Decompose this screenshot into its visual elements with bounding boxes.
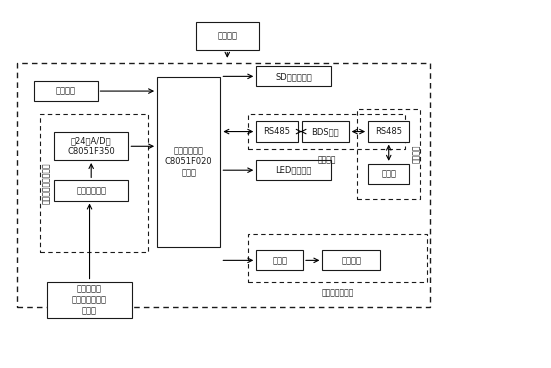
Text: 通讯模块: 通讯模块 xyxy=(412,144,420,163)
Bar xyxy=(157,77,220,247)
Text: 继电器: 继电器 xyxy=(272,256,287,265)
Text: 继电器输出模块: 继电器输出模块 xyxy=(321,288,354,297)
Bar xyxy=(196,22,259,50)
Text: BDS芯片: BDS芯片 xyxy=(311,127,339,136)
Bar xyxy=(368,121,409,142)
Text: 定位模块: 定位模块 xyxy=(317,156,336,164)
Bar xyxy=(256,121,298,142)
Text: RS485: RS485 xyxy=(263,127,290,136)
Bar xyxy=(368,164,409,184)
Bar xyxy=(256,66,331,86)
Text: 上位机: 上位机 xyxy=(381,169,396,178)
Text: 微控制器模块
C8051F020
单片机: 微控制器模块 C8051F020 单片机 xyxy=(165,146,213,177)
Text: SD卡存储模块: SD卡存储模块 xyxy=(275,72,312,81)
Text: RS485: RS485 xyxy=(375,127,402,136)
Bar xyxy=(248,114,405,149)
Bar xyxy=(302,121,349,142)
Text: 各路传感器
（模拟信号采集
模块）: 各路传感器 （模拟信号采集 模块） xyxy=(72,284,107,315)
Bar xyxy=(17,63,430,307)
Text: 给料闸门: 给料闸门 xyxy=(341,256,361,265)
Bar xyxy=(322,250,380,270)
Bar xyxy=(34,81,98,101)
Text: 信号放大及调理模块: 信号放大及调理模块 xyxy=(42,162,51,204)
Text: LED显示模块: LED显示模块 xyxy=(275,166,312,175)
Bar xyxy=(248,234,427,282)
Bar xyxy=(54,132,128,160)
Text: 键盘模块: 键盘模块 xyxy=(56,86,76,96)
Bar xyxy=(40,114,148,252)
Bar xyxy=(54,180,128,201)
Text: 带24位A/D的
C8051F350: 带24位A/D的 C8051F350 xyxy=(67,136,115,156)
Text: 电源模块: 电源模块 xyxy=(217,31,237,40)
Bar xyxy=(357,109,420,199)
Bar xyxy=(256,250,303,270)
Bar xyxy=(256,160,331,180)
Text: 信号调理电路: 信号调理电路 xyxy=(76,186,106,195)
Bar xyxy=(47,282,132,318)
